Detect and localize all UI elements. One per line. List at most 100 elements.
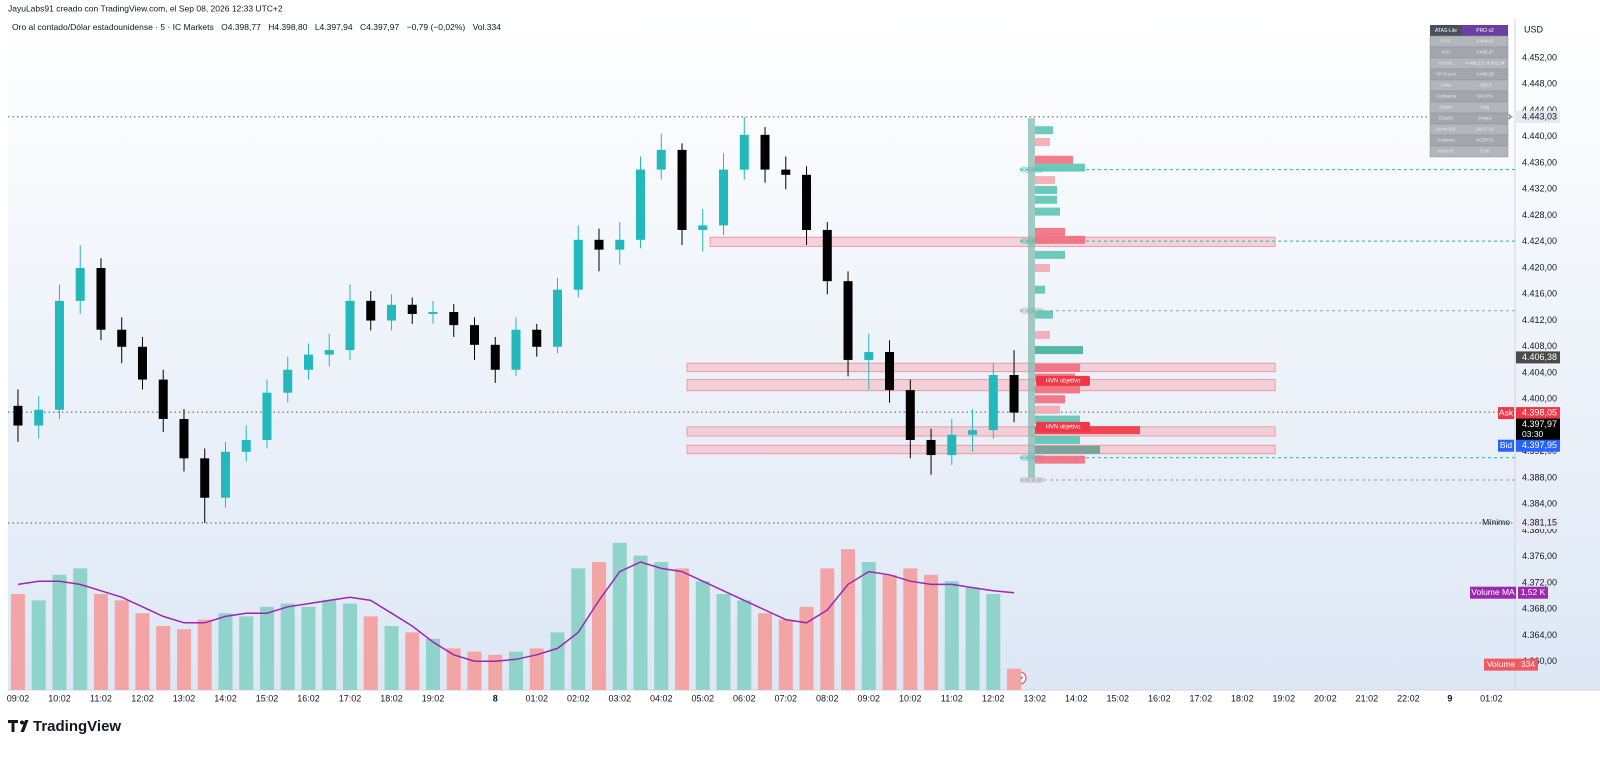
x-tick-label: 12:02 (131, 693, 154, 703)
profile-bar (1035, 310, 1053, 319)
atas-key: VP Precio (1436, 72, 1456, 77)
x-tick-label: 06:02 (733, 693, 756, 703)
profile-spine (1028, 118, 1035, 478)
profile-bar (1035, 285, 1045, 294)
candle-body (428, 312, 438, 314)
profile-bar (1035, 385, 1080, 394)
price-tag-name: Mínimo (1482, 517, 1510, 527)
candle-body (470, 325, 480, 345)
credit: JayuLabs91 creado con TradingView.com, e… (8, 3, 283, 13)
atas-value: Asia (1481, 105, 1490, 110)
atas-key: Sesión (1439, 105, 1453, 110)
volume-bar (488, 654, 503, 690)
y-tick-label: 4.368,00 (1522, 604, 1557, 614)
atas-value: ACEPTA (1476, 138, 1494, 143)
price-tag-label: 4.381,15 (1522, 517, 1557, 527)
volume-bar (135, 613, 150, 690)
volume-name: Volume (1487, 659, 1516, 669)
plot-area (8, 116, 1515, 690)
x-tick-label: 01:02 (1480, 693, 1503, 703)
volume-bar (944, 581, 959, 690)
candle-body (449, 312, 459, 326)
symbol-line: Oro al contado/Dólar estadounidense · 5 … (12, 22, 501, 32)
volume-bar (612, 542, 627, 690)
logo-v (20, 720, 29, 732)
candle-body (386, 304, 396, 321)
candle-body (13, 405, 23, 426)
candle-body (885, 352, 895, 391)
change: −0,79 (−0,02%) (407, 22, 466, 32)
x-tick-label: 17:02 (1190, 693, 1213, 703)
candle-body (698, 225, 708, 230)
price-tag (1516, 516, 1560, 529)
y-tick-label: 4.424,00 (1522, 236, 1557, 246)
profile-bar (1035, 405, 1060, 414)
volume-bar (52, 574, 67, 690)
volume-bar (280, 603, 295, 690)
atas-title: ATAS-Lite (1435, 28, 1457, 34)
atas-value: 54,07% (1477, 94, 1492, 99)
atas-value: 18.1 / 10 (1476, 127, 1494, 132)
candle-body (200, 458, 210, 498)
logo-t (8, 720, 18, 732)
candle-body (179, 418, 189, 459)
candle-body (760, 134, 770, 170)
volume-bar (986, 594, 1001, 690)
candle-body (490, 344, 500, 370)
x-tick-label: 05:02 (692, 693, 715, 703)
hvn-zone (686, 379, 1276, 392)
volume-bar (675, 568, 690, 690)
y-tick-label: 4.452,00 (1522, 52, 1557, 62)
atas-version: PRO v2 (1476, 28, 1494, 34)
profile-bar (1035, 176, 1055, 185)
atas-key: Confianza (1436, 94, 1457, 99)
tv-logo (8, 720, 29, 732)
volume-bar (571, 568, 586, 690)
volume-bar (737, 600, 752, 690)
volume-bar (73, 568, 88, 690)
volume-bar (467, 651, 482, 690)
ma-name-box (1470, 586, 1516, 599)
volume-bar (239, 616, 254, 690)
x-tick-label: 14:02 (214, 693, 237, 703)
volume-bar (405, 632, 420, 690)
candle-body (573, 239, 583, 290)
candle-body (926, 439, 936, 456)
hvn-pill (1036, 375, 1090, 386)
hvn-label: HVN objetivo (1045, 424, 1081, 430)
x-tick-label: 11:02 (941, 693, 963, 703)
y-tick-label: 4.376,00 (1522, 551, 1557, 561)
volume-bar (114, 600, 129, 690)
price-tag (1516, 418, 1560, 441)
y-tick-label: 4.404,00 (1522, 367, 1557, 377)
volume-bar (342, 603, 357, 690)
volume-bar (820, 568, 835, 690)
y-tick-label: 4.448,00 (1522, 79, 1557, 89)
profile-bar (1035, 155, 1073, 164)
candle-body (719, 169, 729, 226)
x-tick-label: 19:02 (422, 693, 445, 703)
brand: TradingView (33, 718, 121, 735)
x-tick-label: 01:02 (525, 693, 548, 703)
atas-row-bg (1429, 145, 1509, 158)
candle-body (241, 439, 251, 452)
atas-value: 0,00 (1481, 149, 1490, 154)
y-tick-label: 4.380,00 (1522, 525, 1557, 535)
candle-body (864, 352, 874, 360)
candle-body (96, 268, 106, 330)
profile-bar (1035, 395, 1065, 404)
x-tick-label: 08:02 (816, 693, 839, 703)
profile-bar (1035, 435, 1080, 444)
atas-key: VAH (1442, 50, 1451, 55)
volume-bar (509, 651, 524, 690)
x-tick-label: 15:02 (256, 693, 279, 703)
volume-text: Vol.334 (473, 22, 502, 32)
volume-bar (322, 600, 337, 690)
candle-body (366, 300, 376, 321)
candle-body (511, 329, 521, 370)
atas-key: Score B/S (1436, 127, 1456, 132)
x-tick-label: 16:02 (1148, 693, 1171, 703)
candle-body (636, 169, 646, 240)
ohlc-close: C4.397,97 (360, 22, 399, 32)
